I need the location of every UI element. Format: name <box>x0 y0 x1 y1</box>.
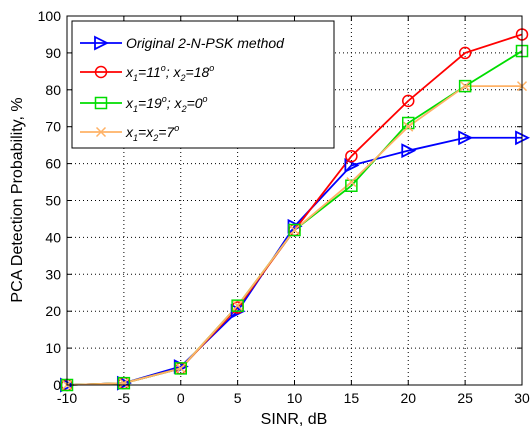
legend-label: x1=11o; x2=18o <box>125 63 214 83</box>
data-point <box>458 79 472 93</box>
data-point <box>345 149 358 163</box>
x-axis-label: SINR, dB <box>261 411 328 427</box>
y-tick-labels: 0 10 20 30 40 50 60 70 80 90 100 <box>38 8 62 393</box>
legend-entry-4: x1=x2=7o <box>80 123 179 143</box>
y-tick-label: 30 <box>45 266 61 282</box>
data-point-stroke <box>95 126 107 138</box>
data-point <box>403 121 414 132</box>
legend-label-part: =19 <box>138 95 162 111</box>
data-point <box>231 299 244 312</box>
y-tick-label: 80 <box>45 82 61 98</box>
data-point-stroke <box>289 224 300 236</box>
series-markers-4 <box>61 81 528 391</box>
y-tick-label: 0 <box>53 377 61 393</box>
legend-entry-2: x1=11o; x2=18o <box>80 63 214 83</box>
data-point <box>288 223 301 237</box>
legend-label-part: =7 <box>158 124 175 140</box>
y-tick-label: 100 <box>38 8 62 24</box>
data-point <box>174 362 187 375</box>
plot-frame <box>66 15 523 386</box>
data-point <box>458 130 474 146</box>
x-tick-label: 25 <box>457 390 473 406</box>
legend-label: Original 2-N-PSK method <box>126 35 285 51</box>
y-tick-label: 70 <box>45 119 61 135</box>
legend-label-part: 2 <box>180 73 186 83</box>
grid <box>67 16 522 385</box>
legend-label-part: ; x <box>167 95 183 111</box>
legend-entry-1: Original 2-N-PSK method <box>80 35 285 51</box>
x-tick-label: 30 <box>514 390 530 406</box>
data-point-stroke <box>232 300 243 311</box>
data-point <box>94 65 108 79</box>
data-point <box>95 126 107 138</box>
y-tick-label: 60 <box>45 156 61 172</box>
legend-label-part: ; x <box>166 64 182 80</box>
y-tick-label: 20 <box>45 303 61 319</box>
legend-label-part: =11 <box>138 64 161 80</box>
data-point <box>460 81 471 92</box>
x-tick-label: 5 <box>234 390 242 406</box>
data-point <box>458 46 472 60</box>
x-tick-label: -5 <box>118 390 131 406</box>
legend-label: x1=19o; x2=0o <box>125 94 208 114</box>
legend-label-part: o <box>162 94 167 104</box>
y-tick-label: 90 <box>45 45 61 61</box>
y-tick-label: 40 <box>45 229 61 245</box>
legend-label-part: 1 <box>133 133 138 143</box>
x-tick-label: 0 <box>177 390 185 406</box>
data-point <box>402 94 415 108</box>
legend-label-part: o <box>209 63 214 73</box>
legend-label-part: 1 <box>133 104 138 114</box>
legend-label-part: =0 <box>187 95 203 111</box>
legend-label-part: =x <box>138 124 154 140</box>
data-point-stroke <box>460 81 471 92</box>
x-tick-label: 15 <box>344 390 360 406</box>
data-point <box>346 177 357 188</box>
legend-label-part: 2 <box>181 104 187 114</box>
data-point <box>401 143 417 159</box>
legend-label-part: o <box>161 63 166 73</box>
data-point <box>345 179 358 192</box>
legend-label-part: x <box>125 64 134 80</box>
legend-label-part: x <box>125 124 134 140</box>
data-point-stroke <box>175 363 186 374</box>
legend-label: x1=x2=7o <box>125 123 179 143</box>
data-point <box>94 35 110 51</box>
x-tick-label: -10 <box>57 390 77 406</box>
data-point <box>94 96 108 110</box>
data-point <box>118 378 129 389</box>
data-point <box>289 224 300 236</box>
data-point-stroke <box>118 378 129 389</box>
y-tick-label: 10 <box>45 340 61 356</box>
legend-label-part: o <box>174 123 179 133</box>
data-point <box>117 376 131 390</box>
x-tick-label: 10 <box>287 390 303 406</box>
y-tick-label: 50 <box>45 193 61 209</box>
legend-label-part: x <box>125 95 134 111</box>
data-point-stroke <box>403 121 414 132</box>
data-point <box>232 300 243 311</box>
legend-label-part: 2 <box>152 133 158 143</box>
legend-label-part: o <box>203 94 208 104</box>
y-axis-label: PCA Detection Probability, % <box>9 97 26 302</box>
legend-entry-3: x1=19o; x2=0o <box>80 94 208 114</box>
legend-label-part: 1 <box>133 73 138 83</box>
legend-label-part: =18 <box>186 64 210 80</box>
x-tick-labels: -10 -5 0 5 10 15 20 25 30 <box>57 390 530 406</box>
data-point-stroke <box>346 177 357 188</box>
x-tick-label: 20 <box>400 390 416 406</box>
data-point <box>402 116 415 130</box>
data-point <box>175 363 186 374</box>
